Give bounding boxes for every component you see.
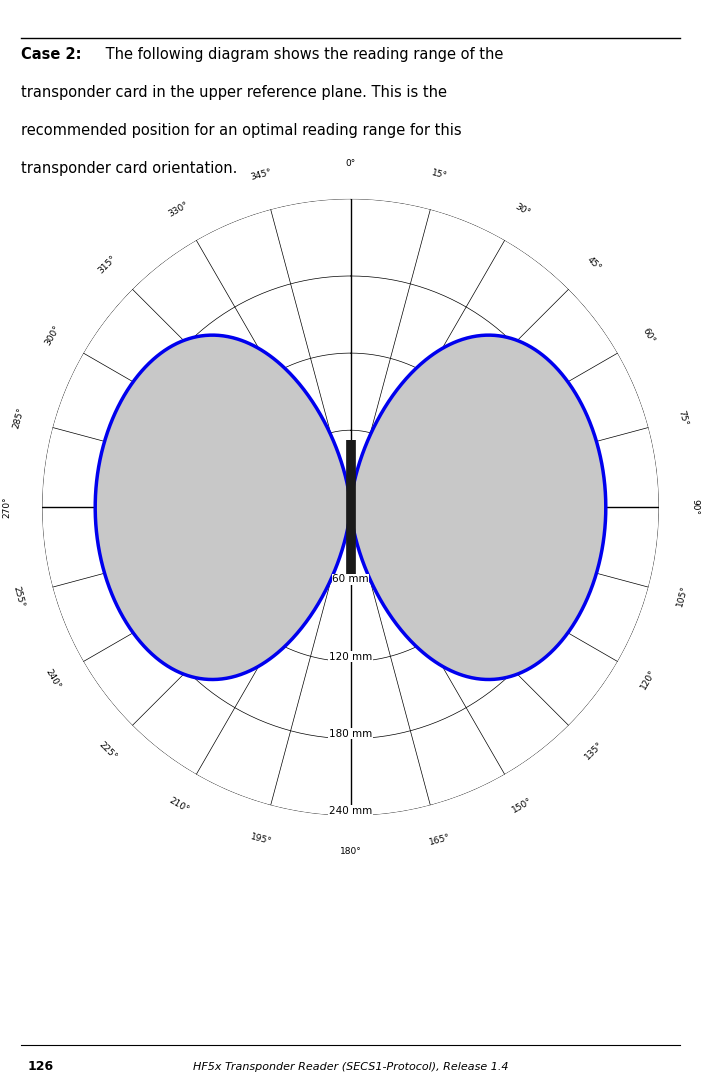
Text: 135°: 135° <box>583 740 604 762</box>
Text: 120°: 120° <box>639 668 658 691</box>
Text: 0°: 0° <box>346 159 355 168</box>
Text: 60 mm: 60 mm <box>332 575 369 585</box>
Text: 150°: 150° <box>511 795 534 815</box>
Text: 126: 126 <box>27 1060 54 1074</box>
Text: 240 mm: 240 mm <box>329 806 372 816</box>
Text: 120 mm: 120 mm <box>329 651 372 661</box>
Text: 300°: 300° <box>43 324 62 347</box>
Text: 255°: 255° <box>11 585 25 608</box>
Text: transponder card in the upper reference plane. This is the: transponder card in the upper reference … <box>21 85 447 100</box>
Text: 330°: 330° <box>167 200 190 219</box>
Text: 180°: 180° <box>339 847 362 855</box>
Text: 180 mm: 180 mm <box>329 729 372 739</box>
Text: 345°: 345° <box>250 168 273 182</box>
Text: 45°: 45° <box>585 255 602 273</box>
Text: 105°: 105° <box>676 585 690 608</box>
Text: 195°: 195° <box>250 832 273 847</box>
Text: Case 2:: Case 2: <box>21 47 81 62</box>
Text: 315°: 315° <box>97 253 118 275</box>
Text: HF5x Transponder Reader (SECS1-Protocol), Release 1.4: HF5x Transponder Reader (SECS1-Protocol)… <box>193 1062 508 1071</box>
Polygon shape <box>95 335 606 680</box>
Text: 225°: 225° <box>97 740 118 762</box>
Text: 60°: 60° <box>641 326 656 345</box>
Text: 15°: 15° <box>430 169 449 181</box>
Text: 270°: 270° <box>2 496 11 518</box>
Text: 210°: 210° <box>167 795 190 815</box>
Text: transponder card orientation.: transponder card orientation. <box>21 161 238 177</box>
Text: 165°: 165° <box>428 832 451 847</box>
Text: 75°: 75° <box>676 409 689 428</box>
Text: 240°: 240° <box>43 668 62 691</box>
Text: 30°: 30° <box>513 202 531 217</box>
Text: 285°: 285° <box>11 407 25 430</box>
Text: recommended position for an optimal reading range for this: recommended position for an optimal read… <box>21 123 462 139</box>
Text: The following diagram shows the reading range of the: The following diagram shows the reading … <box>102 47 504 62</box>
Text: 90°: 90° <box>690 500 699 515</box>
